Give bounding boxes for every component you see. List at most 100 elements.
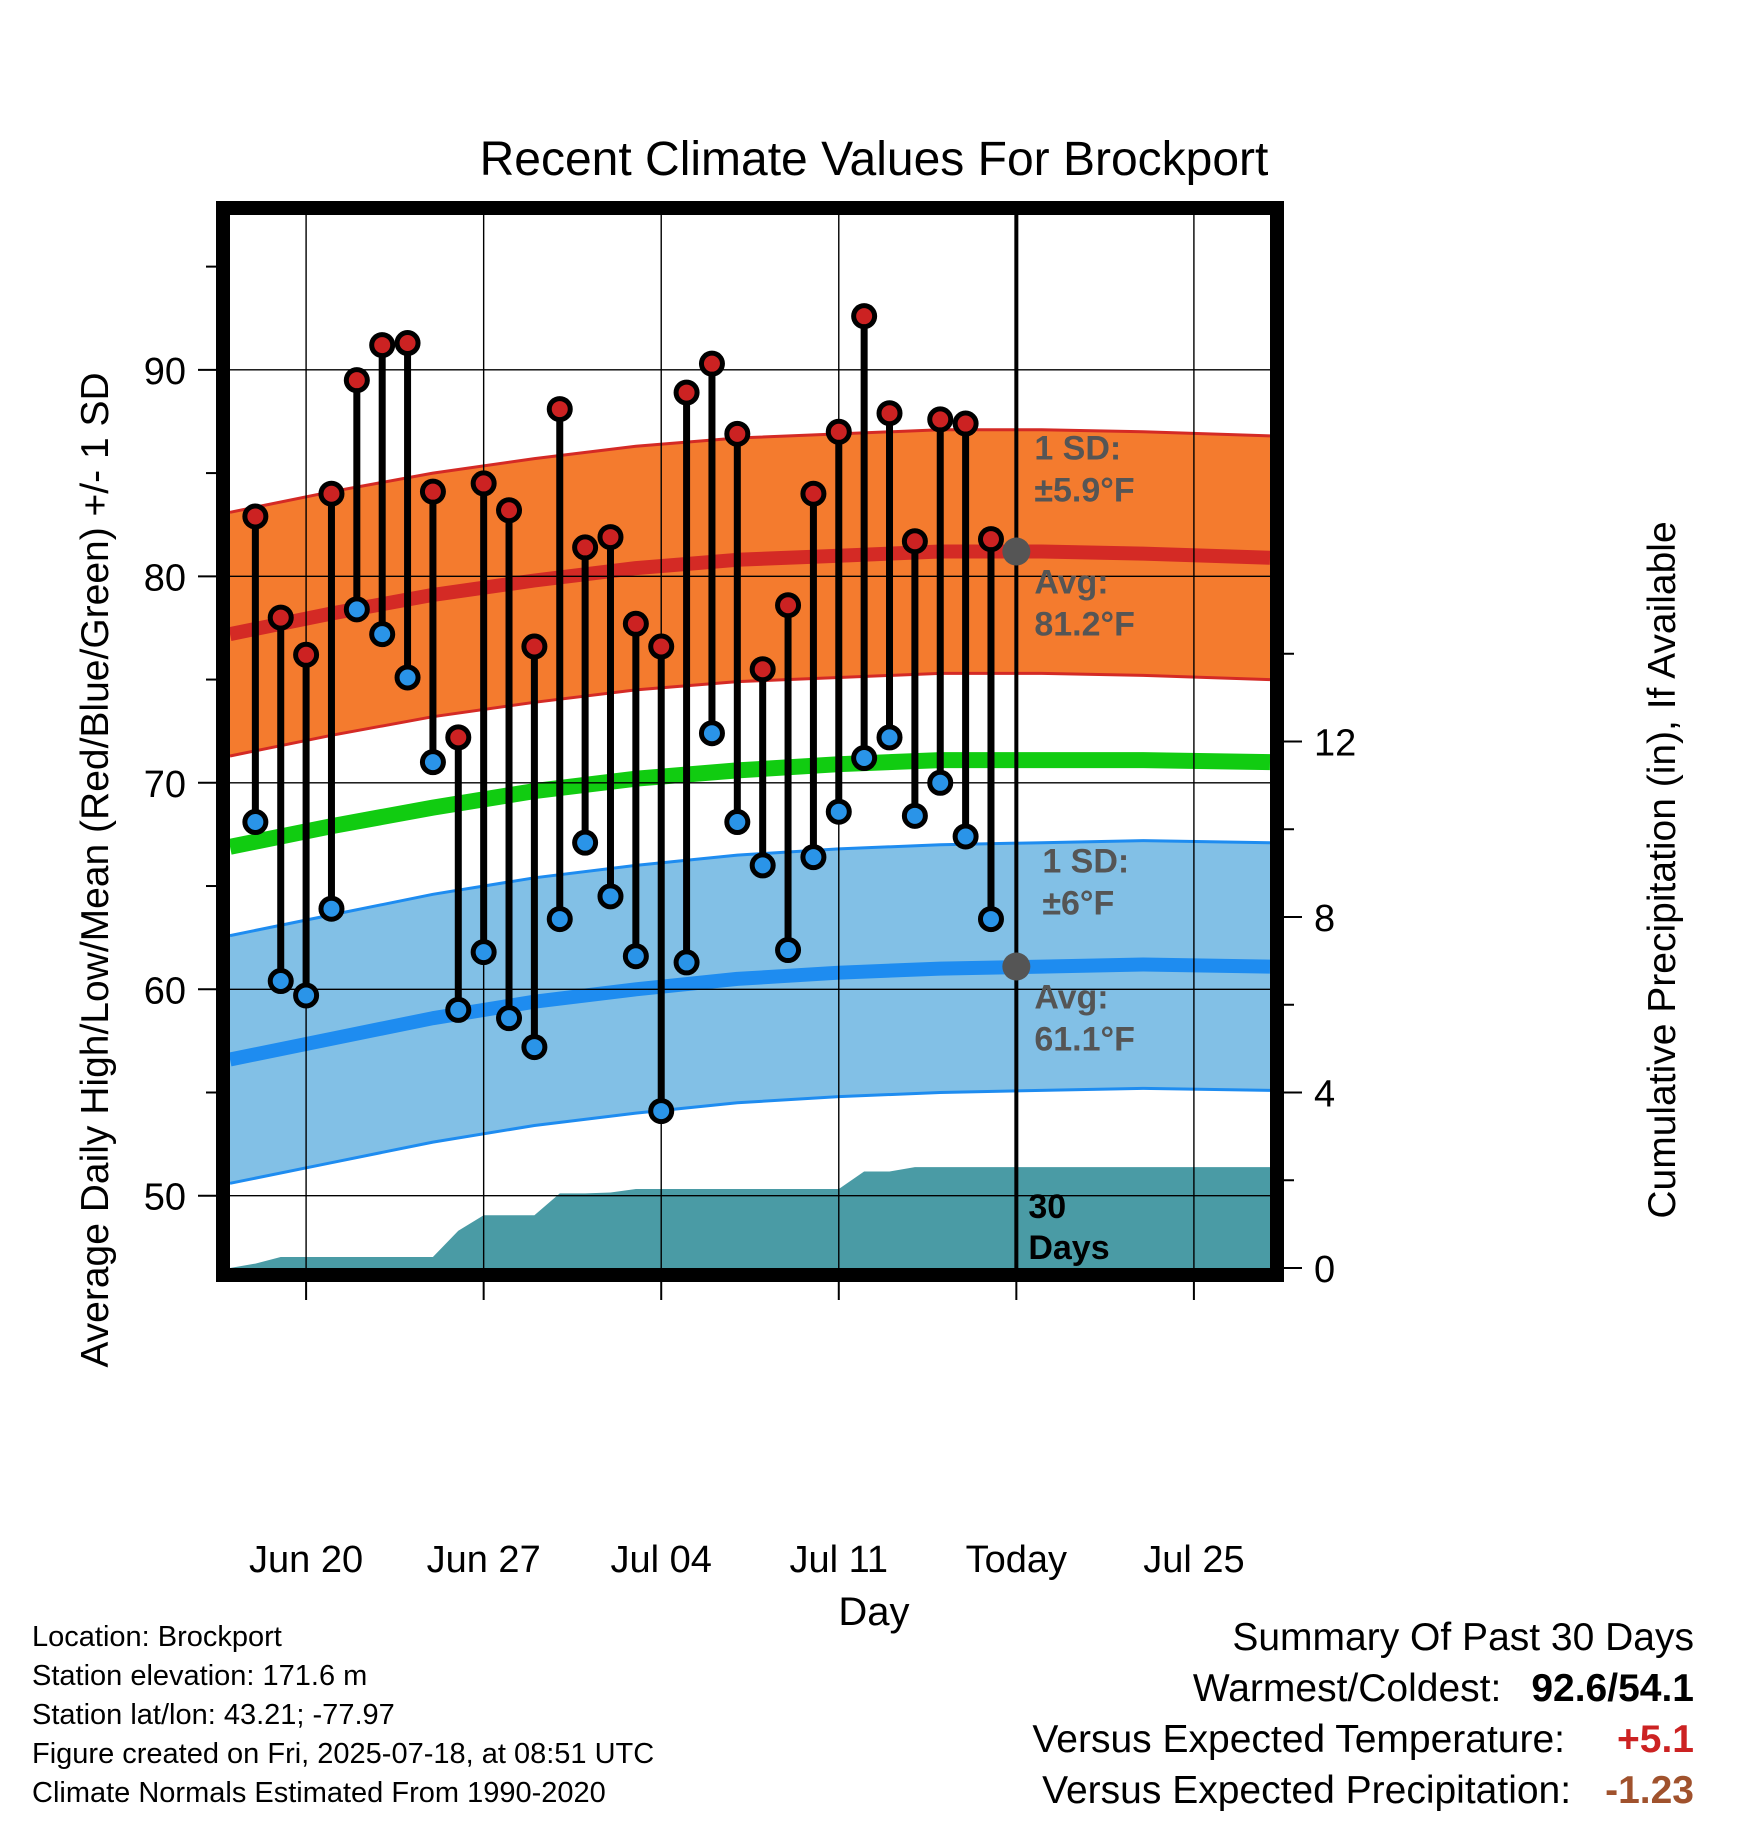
daily-range-bars	[242, 303, 1004, 1125]
warmest-coldest-value: 92.6/54.1	[1531, 1667, 1694, 1710]
summary-warmest-coldest: Warmest/Coldest: 92.6/54.1	[1032, 1663, 1694, 1714]
day-bar	[622, 610, 649, 970]
low-marker	[343, 596, 370, 623]
high-marker	[242, 503, 269, 530]
day-bar	[343, 367, 370, 623]
day-bar	[901, 528, 928, 829]
low-marker	[901, 802, 928, 829]
low-marker	[851, 745, 878, 772]
low-marker	[648, 1098, 675, 1125]
cumulative-precipitation-area	[230, 1167, 1270, 1268]
high-marker	[546, 396, 573, 423]
low-sd-title: 1 SD:	[1042, 843, 1129, 881]
axes: 50 60 70 80 90 0 4 8 12 Jun 20 Jun 27 Jul 04 Jul 11 T…	[144, 265, 1356, 1581]
high-sd-value: ±5.9°F	[1034, 472, 1134, 510]
high-marker	[673, 379, 700, 406]
high-sd-band	[230, 429, 1270, 756]
y-axis-label: Average Daily High/Low/Mean (Red/Blue/Gr…	[74, 372, 117, 1367]
low-sd-band	[230, 840, 1270, 1184]
x-tick-label: Today	[966, 1539, 1067, 1581]
low-marker	[597, 883, 624, 910]
day-bar	[597, 524, 624, 910]
day-bar	[267, 604, 294, 995]
day-bar	[927, 406, 954, 796]
low-marker	[800, 844, 827, 871]
high-marker	[851, 303, 878, 330]
today-high-average-marker	[1002, 537, 1031, 566]
day-bar	[242, 503, 269, 836]
low-sd-upper-line	[229, 839, 1271, 938]
y-tick-label: 50	[144, 1177, 186, 1219]
high-marker	[927, 406, 954, 433]
high-marker	[445, 724, 472, 751]
day-bar	[825, 418, 852, 825]
plot-frame	[216, 201, 1284, 1282]
day-bar	[952, 410, 979, 850]
high-marker	[597, 524, 624, 551]
low-marker	[445, 996, 472, 1023]
low-marker	[927, 769, 954, 796]
day-bar	[673, 379, 700, 976]
low-marker	[546, 906, 573, 933]
y-tick-label: 80	[144, 557, 186, 599]
high-marker	[698, 350, 725, 377]
high-marker	[622, 610, 649, 637]
low-marker	[673, 949, 700, 976]
day-bar	[851, 303, 878, 772]
day-bar	[369, 332, 396, 648]
x-tick-label: Jun 27	[427, 1539, 541, 1581]
low-marker	[724, 809, 751, 836]
day-bar	[470, 470, 497, 966]
precipitation-label: Versus Expected Precipitation:	[1042, 1769, 1572, 1812]
low-marker	[496, 1005, 523, 1032]
summary-precipitation: Versus Expected Precipitation: -1.23	[1032, 1765, 1694, 1816]
low-marker	[825, 798, 852, 825]
low-marker	[394, 664, 421, 691]
warmest-coldest-label: Warmest/Coldest:	[1192, 1667, 1502, 1710]
summary-title: Summary Of Past 30 Days	[1232, 1616, 1694, 1659]
station-elevation: Station elevation: 171.6 m	[32, 1660, 368, 1692]
low-marker	[749, 852, 776, 879]
chart-title: Recent Climate Values For Brockport	[480, 133, 1269, 186]
day-bar	[749, 656, 776, 879]
mean-average-line	[228, 752, 1271, 855]
precipitation-value: -1.23	[1605, 1769, 1694, 1812]
high-marker	[825, 418, 852, 445]
high-marker	[775, 592, 802, 619]
day-bar	[698, 350, 725, 747]
day-bar	[800, 480, 827, 871]
low-marker	[293, 982, 320, 1009]
high-marker	[343, 367, 370, 394]
station-latlon: Station lat/lon: 43.21; -77.97	[32, 1699, 395, 1731]
high-sd-title: 1 SD:	[1034, 430, 1121, 468]
low-avg-value: 61.1°F	[1034, 1021, 1135, 1059]
x-tick-label: Jul 11	[789, 1539, 888, 1581]
station-location: Location: Brockport	[32, 1621, 282, 1653]
y2-tick-label: 12	[1314, 723, 1356, 765]
x-tick-label: Jul 04	[611, 1539, 712, 1581]
day-bar	[394, 330, 421, 691]
precip-days-label: Days	[1028, 1229, 1109, 1267]
station-info: Location: Brockport Station elevation: 1…	[32, 1618, 654, 1813]
day-bar	[724, 420, 751, 836]
high-marker	[318, 480, 345, 507]
high-marker	[749, 656, 776, 683]
temperature-label: Versus Expected Temperature:	[1032, 1718, 1565, 1761]
high-marker	[977, 526, 1004, 553]
day-bar	[318, 480, 345, 922]
high-marker	[572, 534, 599, 561]
y2-tick-label: 0	[1314, 1249, 1335, 1291]
day-bar	[775, 592, 802, 964]
day-bar	[572, 534, 599, 856]
high-marker	[369, 332, 396, 359]
plot-border	[216, 201, 1284, 1282]
low-marker	[876, 724, 903, 751]
high-marker	[394, 330, 421, 357]
high-marker	[724, 420, 751, 447]
y-tick-label: 60	[144, 970, 186, 1012]
low-marker	[242, 809, 269, 836]
low-marker	[952, 823, 979, 850]
low-marker	[470, 939, 497, 966]
low-marker	[521, 1034, 548, 1061]
